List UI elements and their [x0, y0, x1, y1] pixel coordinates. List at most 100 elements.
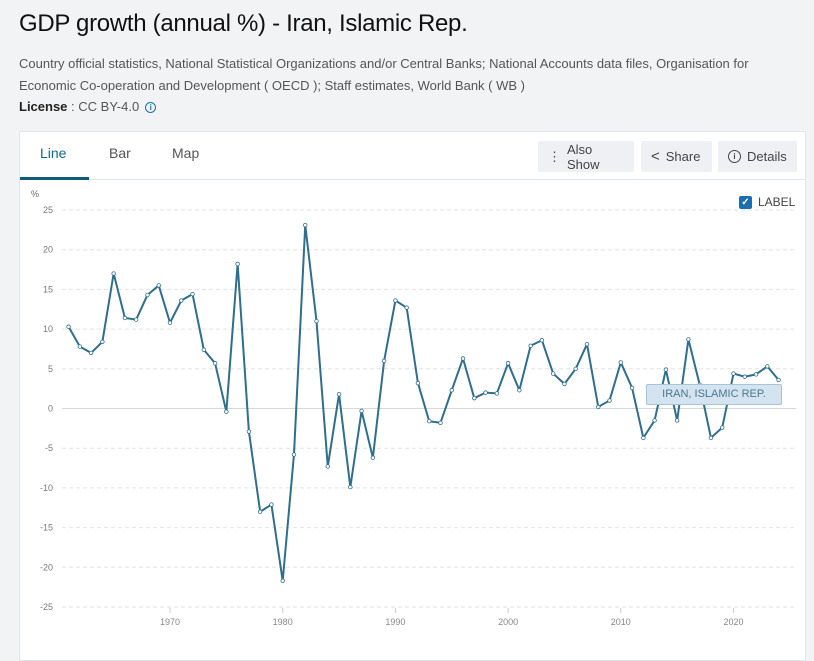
data-point[interactable] [708, 435, 714, 441]
details-button[interactable]: i Details [718, 141, 797, 172]
data-point[interactable] [156, 283, 161, 288]
data-point[interactable] [393, 298, 398, 303]
data-point[interactable] [88, 350, 94, 356]
data-point[interactable] [122, 315, 128, 321]
data-point[interactable] [179, 298, 184, 303]
line-chart: % 25 20 15 10 5 0 -5 -10 -15 -20 -25 1970 1980 1990 200… [31, 189, 796, 627]
data-point[interactable] [641, 435, 646, 441]
y-tick-label: 20 [43, 245, 53, 255]
also-show-label: Also Show [567, 141, 600, 172]
y-tick-label: -25 [40, 602, 53, 612]
data-point[interactable] [257, 509, 263, 514]
share-label: Share [665, 149, 701, 164]
data-point[interactable] [269, 502, 274, 507]
details-label: Details [747, 149, 787, 164]
data-point[interactable] [629, 385, 635, 391]
x-tick-label: 2010 [611, 617, 631, 627]
data-point[interactable] [472, 395, 477, 401]
also-show-button[interactable]: ⋮ Also Show [538, 141, 634, 172]
checkbox-checked-icon[interactable]: ✓ [739, 195, 752, 209]
y-tick-label: -10 [40, 483, 53, 493]
data-point[interactable] [720, 425, 725, 430]
data-point[interactable] [505, 361, 511, 366]
y-tick-label: 0 [48, 404, 53, 414]
x-tick-label: 1990 [385, 617, 405, 627]
tab-bar-chart[interactable]: Bar [109, 145, 131, 161]
label-toggle[interactable]: ✓ LABEL [739, 195, 795, 209]
share-button[interactable]: < Share [641, 141, 712, 172]
data-point[interactable] [381, 358, 387, 364]
data-point[interactable] [776, 377, 781, 383]
data-point[interactable] [77, 344, 83, 349]
label-toggle-text: LABEL [758, 195, 796, 209]
data-point[interactable] [280, 578, 285, 583]
data-point[interactable] [133, 317, 139, 322]
tab-bar: Line Bar Map ⋮ Also Show < Share i Details [20, 132, 805, 180]
more-vertical-icon: ⋮ [548, 148, 561, 164]
source-text: Country official statistics, National St… [19, 56, 749, 93]
data-point[interactable] [607, 398, 612, 403]
data-point[interactable] [753, 372, 759, 377]
data-point[interactable] [167, 320, 173, 325]
data-point[interactable] [291, 452, 297, 457]
license-value: : CC BY-4.0 [71, 99, 140, 114]
data-point[interactable] [742, 374, 747, 379]
data-point[interactable] [539, 338, 545, 343]
data-point[interactable] [111, 271, 116, 276]
data-point[interactable] [550, 371, 556, 376]
data-point[interactable] [618, 360, 623, 365]
data-point[interactable] [314, 318, 319, 324]
data-point[interactable] [224, 409, 229, 414]
data-point[interactable] [674, 418, 680, 423]
data-point[interactable] [449, 388, 454, 393]
data-point[interactable] [404, 305, 409, 310]
info-icon: i [728, 150, 741, 163]
x-tick-label: 1980 [273, 617, 293, 627]
data-point[interactable] [201, 347, 207, 352]
data-point[interactable] [517, 388, 522, 393]
data-point[interactable] [348, 484, 353, 490]
data-point[interactable] [359, 408, 364, 414]
y-tick-label: -20 [40, 562, 53, 572]
data-point[interactable] [66, 324, 71, 329]
data-point[interactable] [235, 261, 240, 267]
data-point[interactable] [765, 364, 770, 369]
y-tick-label: 25 [43, 205, 53, 215]
data-point[interactable] [483, 390, 488, 395]
data-point[interactable] [494, 391, 500, 396]
data-point[interactable] [562, 381, 567, 387]
tab-map[interactable]: Map [172, 145, 200, 161]
y-tick-label: 5 [48, 364, 53, 374]
info-icon[interactable]: i [145, 102, 157, 113]
x-tick-label: 2020 [723, 617, 743, 627]
data-point[interactable] [427, 419, 432, 424]
data-point[interactable] [190, 291, 195, 297]
y-tick-label: -15 [40, 523, 53, 533]
y-tick-label: -5 [45, 443, 53, 453]
data-point[interactable] [370, 455, 376, 460]
data-point[interactable] [303, 222, 308, 228]
data-point[interactable] [438, 420, 443, 425]
x-tick-label: 1970 [160, 617, 180, 627]
data-point[interactable] [584, 341, 590, 347]
data-point[interactable] [686, 337, 691, 342]
data-point[interactable] [145, 292, 150, 298]
data-point[interactable] [325, 464, 330, 469]
data-point[interactable] [415, 380, 421, 386]
data-point[interactable] [573, 366, 578, 371]
data-point[interactable] [460, 356, 466, 361]
data-point[interactable] [212, 361, 218, 366]
x-tick-label: 2000 [498, 617, 518, 627]
page-title: GDP growth (annual %) - Iran, Islamic Re… [19, 10, 468, 37]
y-tick-label: 15 [43, 284, 53, 294]
data-point[interactable] [246, 429, 252, 434]
data-point[interactable] [731, 371, 736, 376]
data-point[interactable] [100, 339, 105, 345]
data-point[interactable] [596, 404, 601, 410]
data-point[interactable] [663, 367, 669, 372]
data-point[interactable] [652, 418, 657, 423]
data-point[interactable] [528, 343, 533, 348]
tab-line[interactable]: Line [40, 145, 67, 161]
data-point[interactable] [336, 392, 342, 397]
license-label: License [19, 99, 68, 114]
